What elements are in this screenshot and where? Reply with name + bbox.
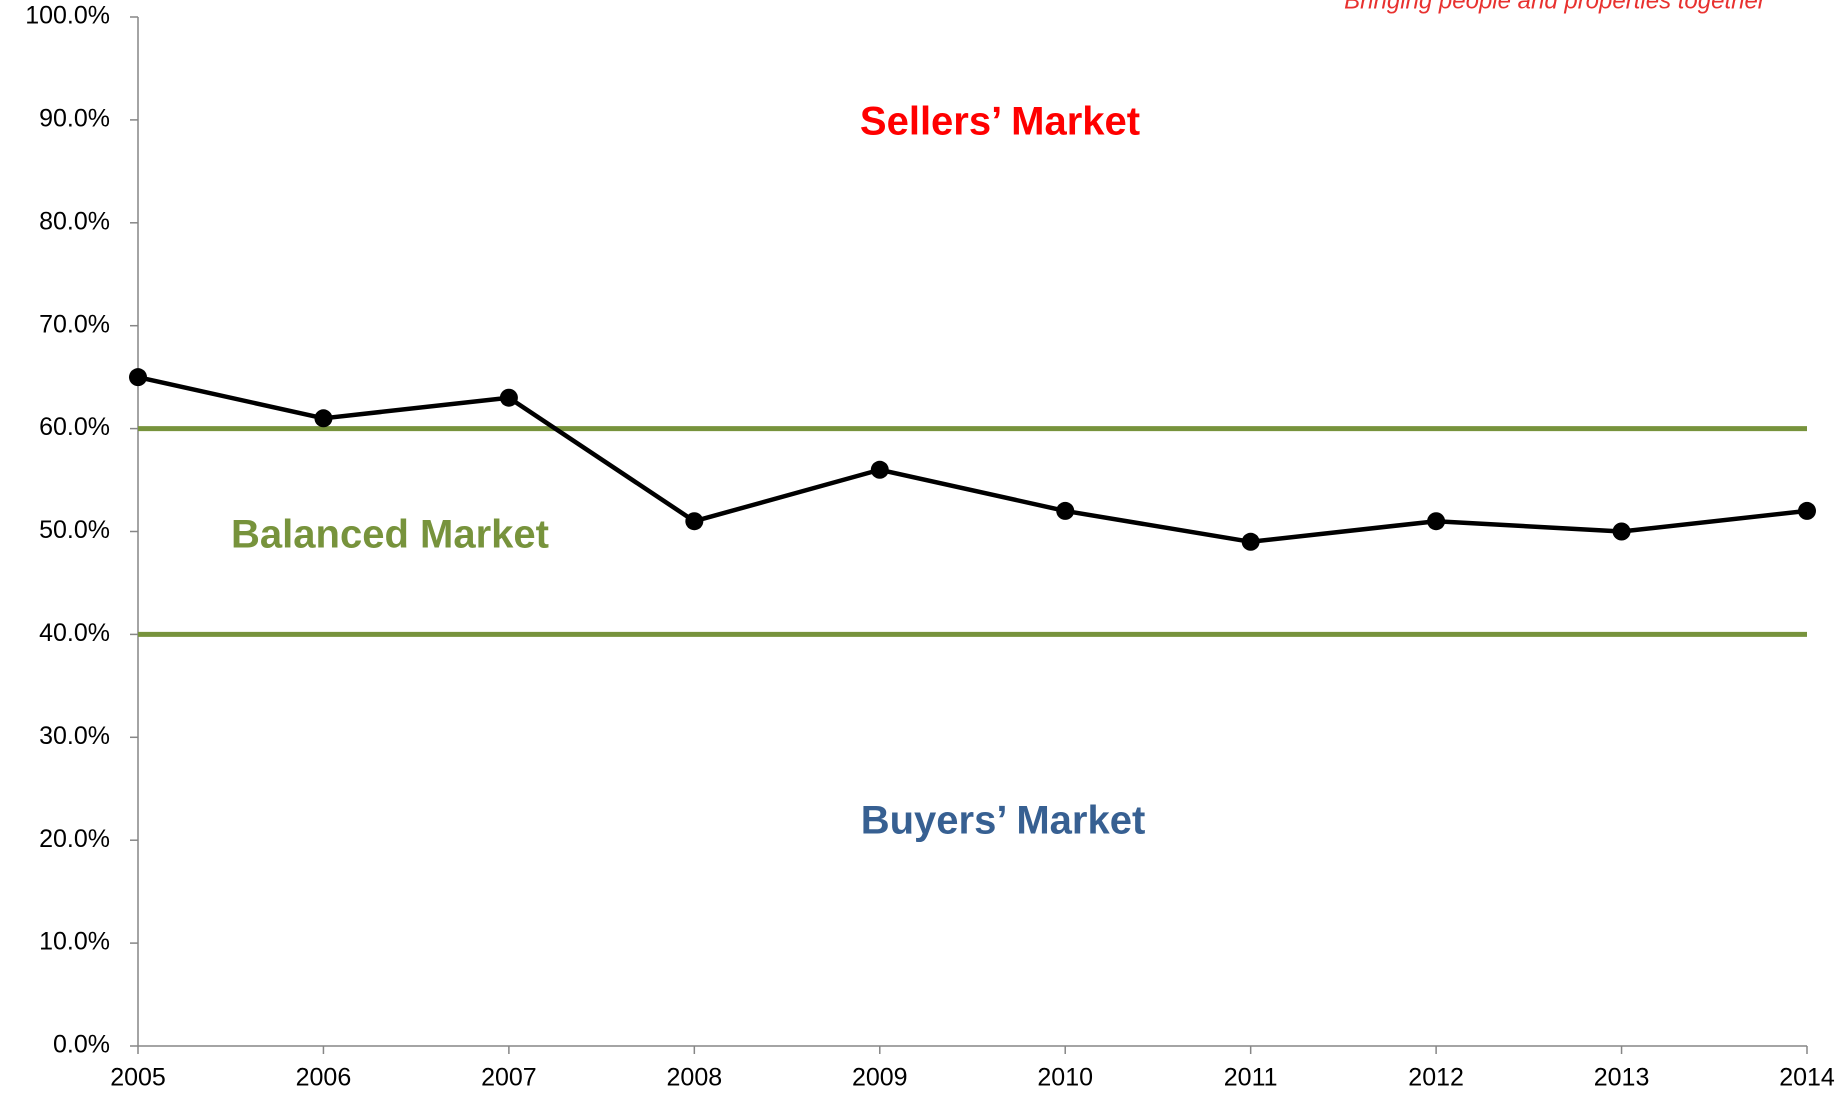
x-tick-label: 2009 xyxy=(852,1064,908,1092)
y-tick-label: 20.0% xyxy=(39,825,110,853)
data-point xyxy=(499,388,518,407)
data-point xyxy=(1056,501,1075,520)
x-tick-label: 2010 xyxy=(1037,1064,1093,1092)
y-tick-label: 50.0% xyxy=(39,516,110,544)
data-point xyxy=(314,409,333,428)
tagline: Bringing people and properties together xyxy=(1344,0,1767,14)
y-tick-label: 40.0% xyxy=(39,619,110,647)
y-tick-label: 10.0% xyxy=(39,928,110,956)
x-tick-label: 2013 xyxy=(1594,1064,1650,1092)
y-tick-label: 80.0% xyxy=(39,207,110,235)
x-tick-label: 2008 xyxy=(667,1064,723,1092)
x-tick-label: 2012 xyxy=(1408,1064,1464,1092)
x-tick-label: 2007 xyxy=(481,1064,537,1092)
y-tick-label: 70.0% xyxy=(39,310,110,338)
x-tick-label: 2011 xyxy=(1224,1064,1278,1092)
annotation: Sellers’ Market xyxy=(860,100,1140,144)
y-tick-label: 100.0% xyxy=(25,2,110,30)
series-line xyxy=(137,374,1808,545)
data-point xyxy=(1798,501,1816,520)
x-tick-label: 2005 xyxy=(110,1064,166,1092)
x-tick-label: 2014 xyxy=(1779,1064,1835,1092)
y-tick-label: 90.0% xyxy=(39,105,110,133)
data-point xyxy=(870,460,889,479)
annotation: Buyers’ Market xyxy=(861,799,1146,843)
y-tick-label: 60.0% xyxy=(39,413,110,441)
data-point xyxy=(685,512,704,531)
data-point xyxy=(1427,512,1446,531)
data-point xyxy=(129,368,147,387)
data-point xyxy=(1241,532,1260,551)
data-point xyxy=(1612,522,1631,541)
annotation: Balanced Market xyxy=(231,513,549,557)
x-tick-label: 2006 xyxy=(296,1064,352,1092)
y-tick-label: 0.0% xyxy=(53,1031,110,1059)
y-tick-label: 30.0% xyxy=(39,722,110,750)
